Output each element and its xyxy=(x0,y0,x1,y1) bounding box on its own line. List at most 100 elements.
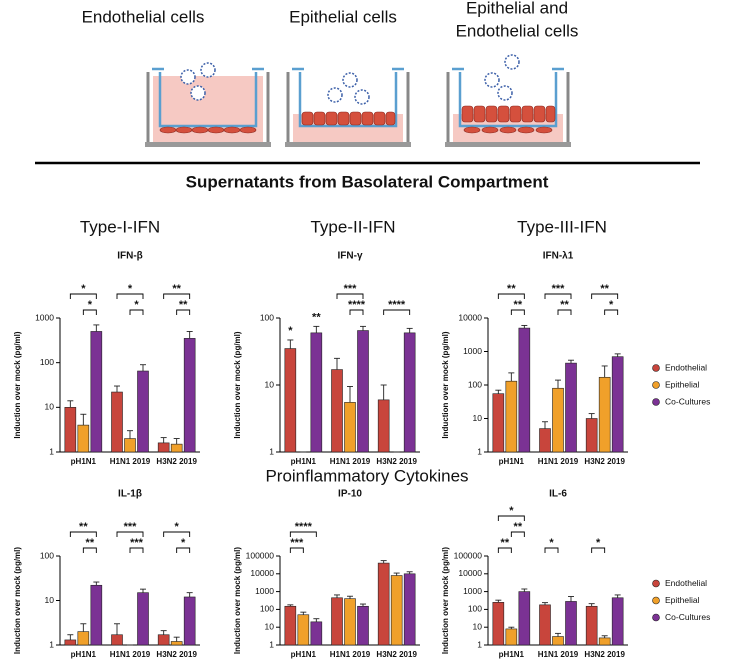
significance: * xyxy=(175,521,180,533)
y-axis-label: Induction over mock (pg/ml) xyxy=(233,331,242,438)
bar xyxy=(183,596,196,646)
x-tick-label: H1N1 2019 xyxy=(110,457,151,466)
bar xyxy=(64,407,77,453)
legend-label: Co-Cultures xyxy=(665,396,710,406)
chart-title: IFN-β xyxy=(117,251,143,262)
bar xyxy=(552,387,564,453)
significance-bracket xyxy=(289,547,304,553)
bar xyxy=(344,402,356,453)
column-title: Type-II-IFN xyxy=(310,217,395,236)
significance-bracket xyxy=(544,547,559,553)
x-tick-label: H1N1 2019 xyxy=(538,457,579,466)
bar xyxy=(137,370,149,453)
y-tick-label: 1 xyxy=(477,639,482,649)
legend-label: Epithelial xyxy=(665,595,700,605)
significance: ** xyxy=(560,299,569,311)
cell-label: Epithelial cells xyxy=(289,7,397,26)
significance: * xyxy=(81,283,86,295)
bar xyxy=(111,634,123,646)
bar xyxy=(390,575,403,646)
x-tick-label: H3N2 2019 xyxy=(376,457,417,466)
y-tick-label: 10 xyxy=(473,413,483,423)
significance: ** xyxy=(514,521,523,533)
bar xyxy=(157,442,170,453)
bar xyxy=(310,621,323,646)
significance: *** xyxy=(130,537,144,549)
bar xyxy=(344,598,356,646)
bar xyxy=(90,331,103,453)
y-tick-label: 1 xyxy=(269,446,274,456)
column-title: Type-III-IFN xyxy=(517,217,607,236)
transwell-endothelial xyxy=(145,62,271,147)
significance: ** xyxy=(600,283,609,295)
significance-bracket xyxy=(289,531,317,537)
y-tick-label: 100 xyxy=(260,312,274,322)
legend-swatch xyxy=(652,596,660,605)
significance-bracket xyxy=(544,293,572,299)
bar xyxy=(111,391,123,453)
chart-title: IP-10 xyxy=(338,489,362,500)
x-tick-label: pH1N1 xyxy=(71,650,97,659)
significance-bracket xyxy=(591,293,619,299)
significance-bracket xyxy=(510,531,525,537)
significance: **** xyxy=(295,521,313,533)
significance-bracket xyxy=(69,293,97,299)
significance-bracket xyxy=(82,309,97,315)
significance-bracket xyxy=(69,531,97,537)
significance-bracket xyxy=(604,309,619,315)
y-axis-label: Induction over mock (pg/ml) xyxy=(441,547,450,654)
bar xyxy=(64,639,77,646)
bar xyxy=(565,362,577,453)
x-tick-label: H3N2 2019 xyxy=(376,650,417,659)
y-tick-label: 10000 xyxy=(458,568,482,578)
y-tick-label: 100000 xyxy=(246,550,275,560)
significance-bracket xyxy=(176,309,191,315)
y-tick-label: 10 xyxy=(265,621,275,631)
cell-label: Epithelial and xyxy=(466,0,568,17)
bar xyxy=(331,369,343,453)
bar xyxy=(157,634,170,646)
significance: ** xyxy=(79,521,88,533)
bar xyxy=(183,338,196,453)
x-tick-label: H1N1 2019 xyxy=(330,650,371,659)
significance: * xyxy=(549,537,554,549)
bar xyxy=(77,424,90,453)
bar xyxy=(492,602,505,646)
y-tick-label: 100000 xyxy=(454,550,483,560)
legend-swatch xyxy=(652,364,660,372)
bar xyxy=(539,604,551,646)
y-axis-label: Induction over mock (pg/ml) xyxy=(13,331,22,438)
significance-bracket xyxy=(336,293,364,299)
significance: * xyxy=(128,283,133,295)
y-tick-label: 10000 xyxy=(458,312,482,322)
bar xyxy=(492,393,505,453)
significance-bracket xyxy=(383,309,411,315)
section-title: Supernatants from Basolateral Compartmen… xyxy=(186,172,549,191)
y-tick-label: 1000 xyxy=(463,586,482,596)
bar xyxy=(518,591,531,646)
significance-bracket xyxy=(497,547,512,553)
x-tick-label: H3N2 2019 xyxy=(156,650,197,659)
y-tick-label: 10 xyxy=(265,379,275,389)
significance-bracket xyxy=(497,515,525,521)
significance-bracket xyxy=(510,309,525,315)
significance: * xyxy=(134,299,139,311)
significance: ** xyxy=(507,283,516,295)
y-tick-label: 1 xyxy=(49,639,54,649)
significance: * xyxy=(88,299,93,311)
bar xyxy=(403,573,416,646)
chart-title: IFN-γ xyxy=(338,251,363,262)
significance-bracket xyxy=(82,547,97,553)
significance: **** xyxy=(348,299,366,311)
row-title: Proinflammatory Cytokines xyxy=(265,466,468,485)
significance: *** xyxy=(290,537,304,549)
significance-bracket xyxy=(497,293,525,299)
bar xyxy=(585,418,598,453)
bar xyxy=(565,601,577,646)
bar xyxy=(598,637,611,646)
bar xyxy=(310,332,323,453)
cell-label: Endothelial cells xyxy=(456,21,579,40)
y-tick-label: 10000 xyxy=(250,568,274,578)
x-tick-label: pH1N1 xyxy=(499,650,525,659)
